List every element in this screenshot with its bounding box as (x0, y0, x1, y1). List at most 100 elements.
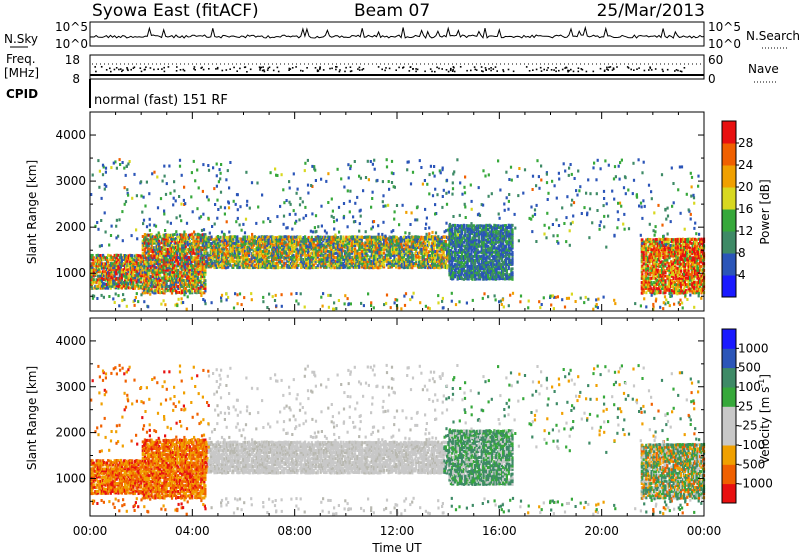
power-cell (151, 280, 154, 284)
power-cell (188, 241, 191, 245)
power-cell (171, 255, 175, 259)
power-cell (232, 253, 235, 257)
power-cell (203, 253, 206, 257)
power-cell (207, 256, 210, 260)
power-cell (113, 259, 116, 263)
power-cell (140, 262, 143, 266)
power-cell (151, 235, 154, 239)
power-cell (118, 262, 121, 266)
power-cell (203, 270, 206, 274)
power-cell (117, 285, 120, 288)
power-cell (136, 276, 139, 280)
power-cell (166, 279, 169, 282)
power-cell (161, 258, 164, 261)
freq-dot (452, 69, 454, 71)
power-cell (197, 253, 200, 257)
freq-dot (474, 68, 477, 71)
power-cell (237, 253, 240, 257)
freq-dot (638, 67, 640, 69)
power-cell (203, 257, 206, 261)
freq-dot (611, 69, 614, 71)
power-cell (143, 266, 146, 270)
power-cell (232, 237, 235, 241)
freq-dot (412, 68, 414, 70)
power-cell (123, 260, 127, 264)
power-cell (168, 264, 171, 268)
power-cell (205, 243, 208, 247)
power-cell (188, 256, 191, 260)
freq-dot (233, 66, 235, 69)
power-cell (163, 246, 166, 249)
power-cell (192, 264, 195, 268)
power-cell (110, 262, 113, 266)
power-cell (186, 255, 189, 259)
power-cell (199, 258, 202, 262)
power-cell (145, 266, 148, 270)
power-cell (162, 254, 165, 258)
power-cell (104, 269, 107, 273)
power-cell (238, 265, 241, 269)
power-cell (177, 268, 180, 272)
power-cell (199, 291, 202, 295)
power-cell (156, 248, 160, 252)
power-cell (95, 286, 98, 290)
power-cell (187, 262, 190, 265)
power-cell (154, 272, 157, 276)
power-cell (200, 281, 203, 285)
power-cell (145, 290, 148, 294)
power-cell (151, 258, 154, 261)
power-cell (94, 284, 97, 288)
freq-dot (561, 68, 564, 71)
power-cell (218, 241, 221, 245)
power-cell (120, 282, 123, 286)
power-cell (171, 253, 175, 257)
power-cell (143, 274, 146, 278)
freq-dot (316, 69, 319, 71)
power-cell (147, 281, 150, 285)
freq-dot (350, 70, 353, 72)
power-cell (112, 267, 115, 271)
power-cell (158, 233, 161, 237)
power-cell (168, 254, 171, 258)
power-cell (201, 248, 204, 251)
power-cell (95, 270, 98, 274)
power-cell (108, 274, 111, 278)
power-cell (113, 286, 116, 290)
power-cell (219, 241, 222, 245)
power-cell (169, 235, 172, 239)
power-cell (132, 262, 135, 266)
power-cell (223, 261, 226, 265)
power-cell (166, 251, 169, 255)
freq-dot (289, 68, 292, 70)
power-cell (161, 253, 164, 257)
power-cell (102, 284, 106, 288)
power-cell (150, 233, 153, 237)
power-cell (212, 247, 215, 251)
power-cell (95, 272, 98, 275)
power-cell (161, 251, 164, 255)
power-cell (163, 256, 166, 260)
power-cell (159, 291, 162, 295)
power-cell (195, 272, 198, 276)
power-cell (171, 270, 175, 274)
power-cell (117, 262, 120, 266)
power-cell (132, 287, 135, 290)
power-cell (131, 255, 134, 259)
power-cell (205, 261, 208, 265)
power-cell (107, 268, 110, 272)
power-cell (118, 284, 121, 288)
power-cell (91, 261, 94, 265)
nsky-panel (89, 21, 705, 47)
power-cell (143, 272, 146, 276)
power-cell (159, 264, 162, 268)
power-cell (112, 284, 115, 288)
power-cell (94, 272, 97, 276)
power-cell (218, 257, 221, 261)
nsky-label: N.Sky (4, 32, 38, 46)
freq-dot (415, 68, 417, 70)
power-cell (163, 278, 166, 282)
power-cell (104, 262, 107, 266)
freq-dot (636, 68, 638, 70)
power-cell (218, 252, 221, 256)
power-cell (166, 276, 169, 280)
